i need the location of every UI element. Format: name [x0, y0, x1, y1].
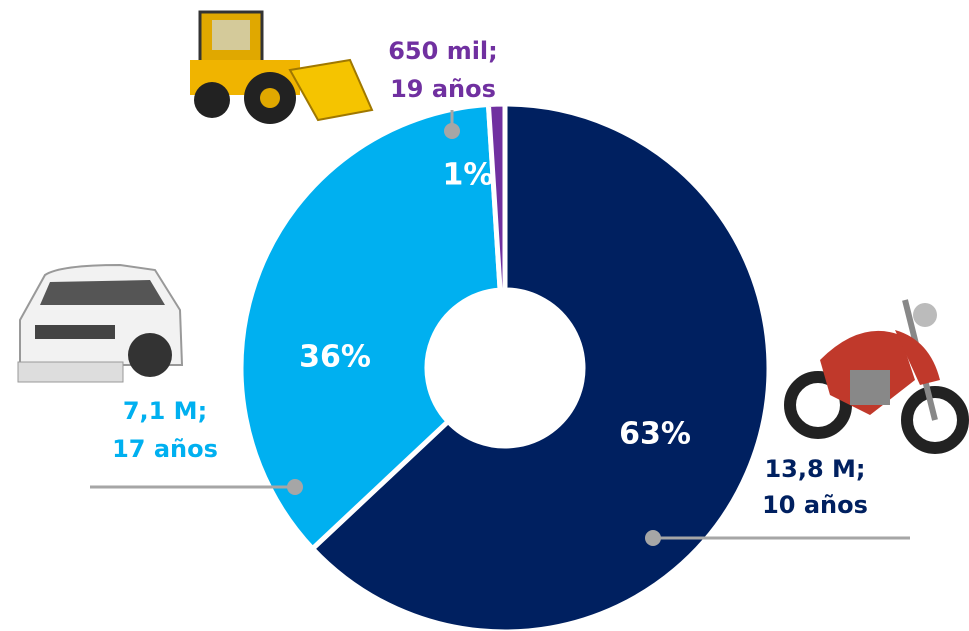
- slice: [238, 101, 503, 553]
- car-icon: [17, 263, 184, 383]
- annotation: 650 mil;: [388, 37, 498, 65]
- annotation: 13,8 M;: [764, 455, 865, 483]
- slice: [309, 101, 772, 631]
- value-label: 1%: [443, 158, 494, 193]
- annotation: 7,1 M;: [123, 397, 207, 425]
- annotation: 10 años: [762, 491, 868, 519]
- value-label: 63%: [619, 417, 691, 452]
- value-label: 36%: [299, 340, 371, 375]
- loader-icon: [190, 10, 374, 124]
- annotation: 19 años: [390, 75, 496, 103]
- slice: [485, 101, 508, 293]
- annotation: 17 años: [112, 435, 218, 463]
- motorcycle-icon: [784, 299, 969, 454]
- leader-dot: [645, 530, 661, 546]
- leader-dot: [287, 479, 303, 495]
- leader-dot: [444, 123, 460, 139]
